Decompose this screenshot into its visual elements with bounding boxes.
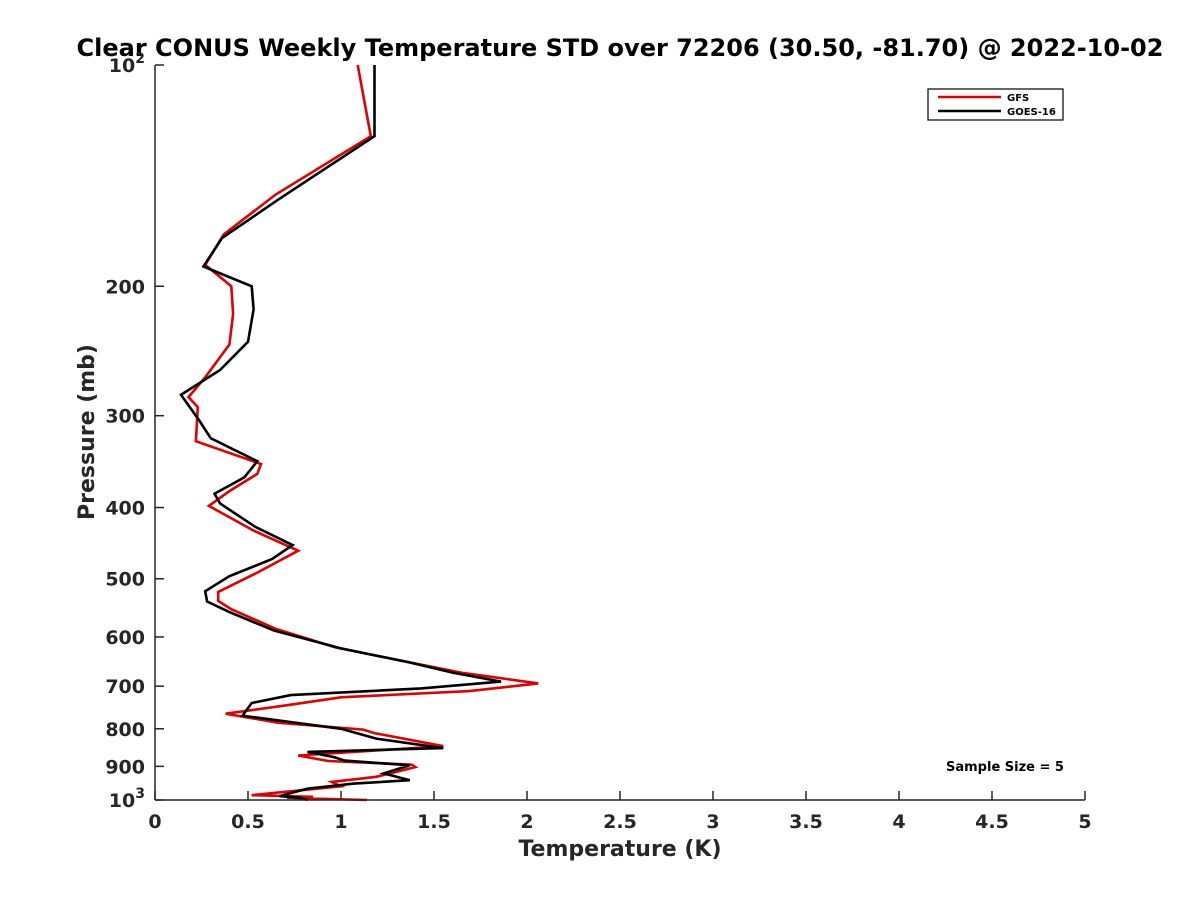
y-tick-label: 102 [109, 51, 145, 77]
y-tick-base: 700 [105, 676, 145, 698]
legend: GFS GOES-16 [927, 88, 1064, 121]
y-tick-base: 800 [105, 719, 145, 741]
y-tick-base: 200 [105, 276, 145, 298]
y-tick-label: 200 [105, 276, 145, 298]
legend-box [927, 88, 1064, 121]
y-axis-label: Pressure (mb) [75, 344, 100, 520]
x-tick-label: 3.5 [789, 811, 823, 833]
x-axis-ticks: 0 0.5 1 1.5 2 2.5 3 3.5 4 4.5 5 [148, 791, 1092, 833]
x-tick-label: 4.5 [975, 811, 1009, 833]
y-tick-exponent: 3 [135, 786, 145, 802]
y-tick-label: 500 [105, 569, 145, 591]
y-tick-label: 900 [105, 756, 145, 778]
y-tick-exponent: 2 [135, 51, 145, 67]
x-axis-label: Temperature (K) [518, 837, 721, 862]
x-tick-label: 2.5 [603, 811, 637, 833]
series-layer [179, 64, 539, 802]
y-tick-base: 600 [105, 627, 145, 649]
y-tick-base: 900 [105, 756, 145, 778]
x-tick-label: 3 [706, 811, 719, 833]
y-tick-base: 500 [105, 569, 145, 591]
y-tick-label: 600 [105, 627, 145, 649]
x-tick-label: 0 [148, 811, 161, 833]
legend-label-goes16: GOES-16 [1007, 107, 1056, 118]
y-tick-base: 10 [109, 790, 135, 812]
y-tick-label: 700 [105, 676, 145, 698]
y-tick-label: 400 [105, 498, 145, 520]
series-line-gfs [186, 64, 539, 802]
y-tick-label: 800 [105, 719, 145, 741]
x-tick-label: 5 [1078, 811, 1091, 833]
legend-label-gfs: GFS [1007, 93, 1029, 104]
y-tick-base: 400 [105, 498, 145, 520]
y-tick-base: 10 [109, 55, 135, 77]
series-line-goes-16 [179, 65, 502, 802]
x-tick-label: 4 [892, 811, 905, 833]
y-tick-base: 300 [105, 406, 145, 428]
x-tick-label: 1.5 [417, 811, 451, 833]
x-tick-label: 0.5 [231, 811, 265, 833]
y-tick-label: 103 [109, 786, 145, 812]
y-tick-label: 300 [105, 406, 145, 428]
sample-size-annotation: Sample Size = 5 [946, 760, 1064, 775]
x-tick-label: 1 [334, 811, 347, 833]
x-tick-label: 2 [520, 811, 533, 833]
chart-title: Clear CONUS Weekly Temperature STD over … [77, 34, 1164, 62]
